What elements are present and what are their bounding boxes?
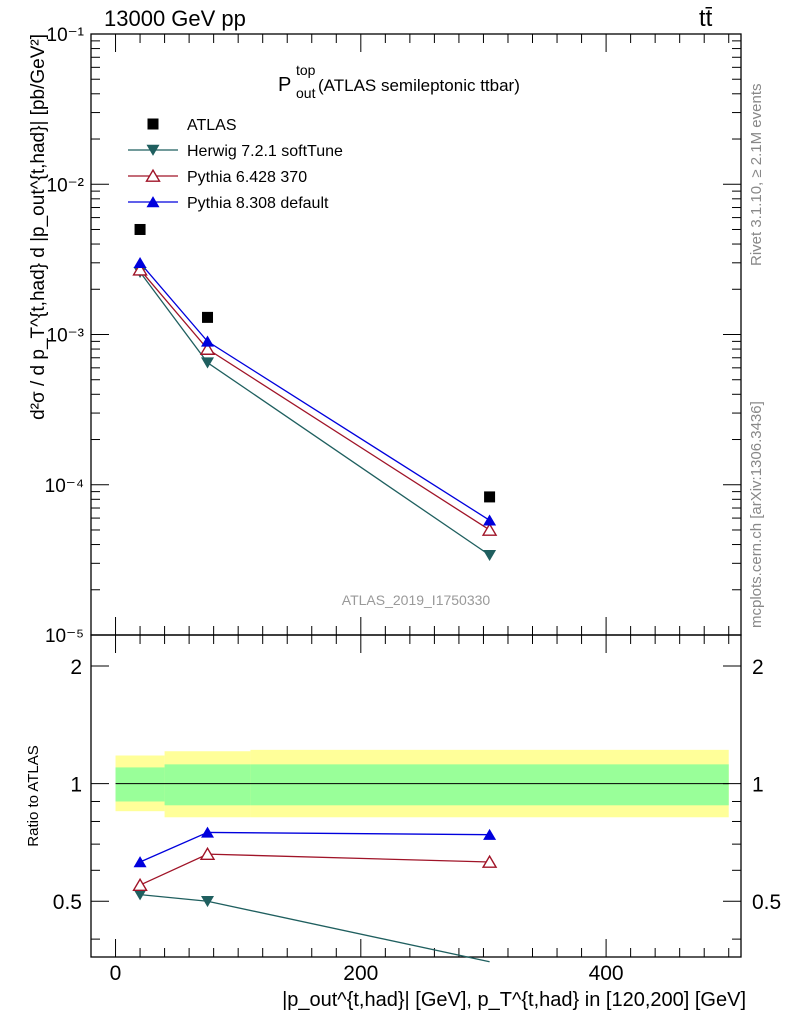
ratio-tick-label: 2 [70, 656, 82, 679]
data-point [481, 522, 498, 536]
inner-band [250, 764, 729, 806]
ratio-tick-label: 1 [70, 774, 82, 797]
legend: ATLAS Herwig 7.2.1 softTune Pythia 6.428 3… [128, 117, 343, 212]
legend-label: Herwig 7.2.1 softTune [187, 143, 343, 160]
data-point [199, 341, 216, 355]
ratio-point [199, 846, 216, 861]
series-line [139, 271, 490, 556]
ratio-point [132, 877, 148, 891]
data-point [201, 357, 215, 369]
legend-marker [145, 168, 161, 182]
main-title-sub: out [296, 85, 316, 101]
main-ylabel: d²σ / d p_T^{t,had} d |p_out^{t,had}| [p… [28, 34, 49, 420]
x-tick-label: 400 [589, 962, 624, 985]
legend-marker [146, 144, 160, 156]
legend-label: ATLAS [187, 117, 237, 134]
energy-label: 13000 GeV pp [104, 6, 246, 31]
data-point [202, 311, 214, 323]
data-point [484, 491, 496, 503]
data-point [132, 262, 148, 276]
inner-band [115, 767, 165, 802]
axis-ticks [91, 33, 741, 957]
axis-tick-labels: 10⁻¹ 10⁻² 10⁻³ 10⁻⁴ 10⁻⁵ 2 2 1 1 0.5 0.5 0 200 400 [45, 25, 782, 985]
y-tick-label: 10⁻¹ [47, 25, 85, 46]
ratio-series-lines [139, 831, 490, 963]
ratio-uncertainty-bands [115, 749, 729, 818]
y-tick-label: 10⁻² [47, 175, 85, 196]
legend-label: Pythia 8.308 default [187, 195, 329, 212]
series-line [139, 269, 490, 531]
ratio-point [201, 896, 215, 908]
ratio-point [483, 828, 497, 840]
ratio-tick-label-right: 1 [752, 774, 764, 797]
main-series-lines [139, 262, 490, 556]
ratio-series-points [132, 826, 498, 908]
legend-marker [147, 118, 159, 130]
ratio-point [201, 826, 215, 838]
ratio-line [139, 853, 490, 886]
x-tick-label: 200 [343, 962, 378, 985]
legend-label: Pythia 6.428 370 [187, 169, 307, 186]
data-point [133, 256, 147, 269]
y-tick-label: 10⁻³ [47, 326, 85, 347]
ratio-point [133, 856, 147, 868]
y-tick-label: 10⁻⁴ [45, 476, 84, 497]
analysis-watermark: ATLAS_2019_I1750330 [342, 592, 491, 608]
ratio-point [133, 889, 147, 901]
legend-marker [146, 196, 160, 208]
main-title: P [278, 74, 291, 96]
inner-band [164, 764, 251, 806]
data-point [483, 514, 497, 526]
ratio-ylabel: Ratio to ATLAS [25, 745, 42, 846]
data-point [134, 223, 146, 235]
ratio-tick-label-right: 2 [752, 656, 764, 679]
main-title-rest: (ATLAS semileptonic ttbar) [318, 76, 520, 95]
ratio-frame [90, 634, 742, 958]
data-point [483, 549, 497, 561]
main-title-sup: top [296, 62, 316, 78]
y-tick-label: 10⁻⁵ [45, 626, 84, 647]
x-axis-label: |p_out^{t,had}| [GeV], p_T^{t,had} in [1… [282, 989, 746, 1011]
ratio-tick-label-right: 0.5 [752, 891, 781, 914]
data-point [201, 335, 215, 347]
ratio-point [481, 854, 498, 868]
x-tick-label: 0 [110, 962, 122, 985]
process-label: tt̄ [699, 5, 713, 32]
ratio-line [139, 893, 490, 963]
series-line [139, 262, 490, 521]
main-series-points [132, 223, 498, 561]
ratio-tick-label: 0.5 [53, 891, 82, 914]
